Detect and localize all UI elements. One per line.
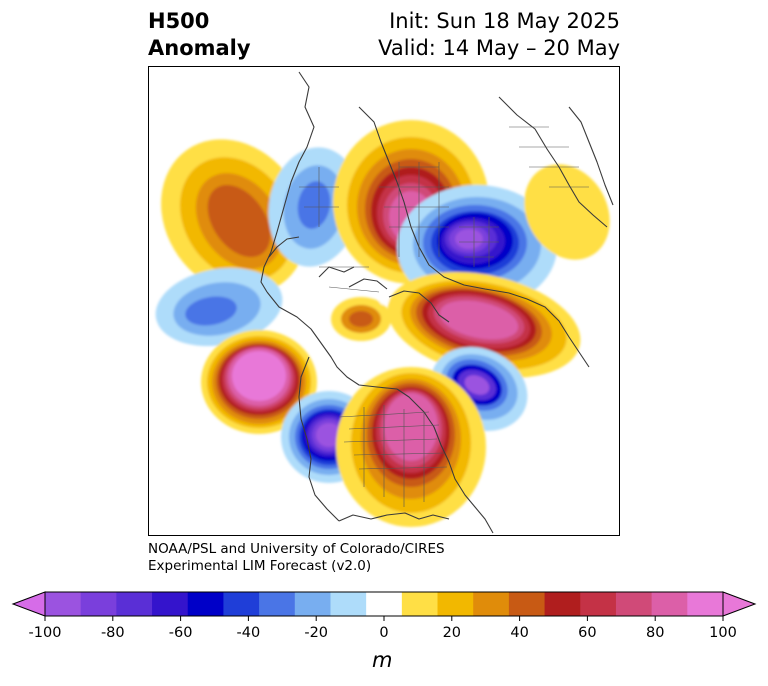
- valid-range-label: Valid: 14 May – 20 May: [378, 36, 620, 60]
- forecast-dates: Init: Sun 18 May 2025 Valid: 14 May – 20…: [378, 8, 620, 62]
- map-title-line2: Anomaly: [148, 36, 251, 60]
- anomaly-contours: [155, 120, 610, 527]
- colorbar-swatch: [687, 592, 724, 616]
- colorbar-swatch: [366, 592, 403, 616]
- colorbar-ticks: -100 -80 -60 -40 -20 0 20 40 60 80 100: [29, 616, 737, 641]
- colorbar-swatch: [544, 592, 581, 616]
- anomaly-map-canvas: [155, 71, 614, 534]
- colorbar-swatch: [580, 592, 617, 616]
- positive-anomaly-east: [387, 272, 581, 378]
- political-borders: [299, 126, 589, 507]
- positive-anomaly-far-east: [524, 164, 610, 260]
- colorbar: -100 -80 -60 -40 -20 0 20 40 60 80 100: [11, 591, 757, 641]
- colorbar-tick-label: 80: [646, 625, 664, 641]
- colorbar-swatch: [651, 592, 688, 616]
- colorbar-swatch: [152, 592, 189, 616]
- colorbar-swatch: [187, 592, 224, 616]
- credit-line2: Experimental LIM Forecast (v2.0): [148, 558, 372, 574]
- colorbar-tick-label: -100: [29, 625, 62, 641]
- colorbar-tick-label: -80: [101, 625, 125, 641]
- credit-line1: NOAA/PSL and University of Colorado/CIRE…: [148, 541, 445, 557]
- colorbar-tick-label: 20: [443, 625, 461, 641]
- colorbar-tick-label: 40: [510, 625, 528, 641]
- coastlines: [260, 71, 614, 534]
- colorbar-tick-label: -40: [237, 625, 261, 641]
- init-date-label: Init: Sun 18 May 2025: [389, 9, 620, 33]
- positive-anomaly-pacific-nw: [161, 139, 307, 295]
- colorbar-swatch: [437, 592, 474, 616]
- colorbar-swatch: [508, 592, 546, 616]
- data-credit: NOAA/PSL and University of Colorado/CIRE…: [148, 541, 445, 575]
- colorbar-tick-label: -20: [304, 625, 328, 641]
- colorbar-swatch: [259, 592, 296, 616]
- colorbar-extend-high: [722, 591, 757, 617]
- colorbar-unit-label: m: [372, 648, 393, 672]
- anomaly-map: [148, 66, 620, 536]
- colorbar-swatch: [615, 592, 653, 616]
- colorbar-swatch: [45, 592, 82, 616]
- colorbar-tick-label: 0: [379, 625, 388, 641]
- colorbar-swatch: [116, 592, 153, 616]
- colorbar-swatch: [294, 592, 331, 616]
- colorbar-swatch: [473, 592, 510, 616]
- colorbar-swatch: [401, 592, 439, 616]
- colorbar-tick-label: 60: [578, 625, 596, 641]
- colorbar-swatch: [223, 592, 260, 616]
- positive-anomaly-south-west: [201, 330, 317, 434]
- map-title-line1: H500: [148, 9, 210, 33]
- positive-anomaly-center: [331, 297, 391, 341]
- colorbar-swatch: [80, 592, 117, 616]
- colorbar-tick-label: -60: [169, 625, 193, 641]
- colorbar-swatch: [330, 592, 367, 616]
- map-title: H500 Anomaly: [148, 8, 251, 62]
- colorbar-tick-label: 100: [709, 625, 737, 641]
- negative-anomaly-west: [155, 267, 283, 347]
- colorbar-extend-low: [11, 591, 46, 617]
- colorbar-swatches: [44, 591, 724, 617]
- positive-anomaly-us-east: [336, 367, 486, 527]
